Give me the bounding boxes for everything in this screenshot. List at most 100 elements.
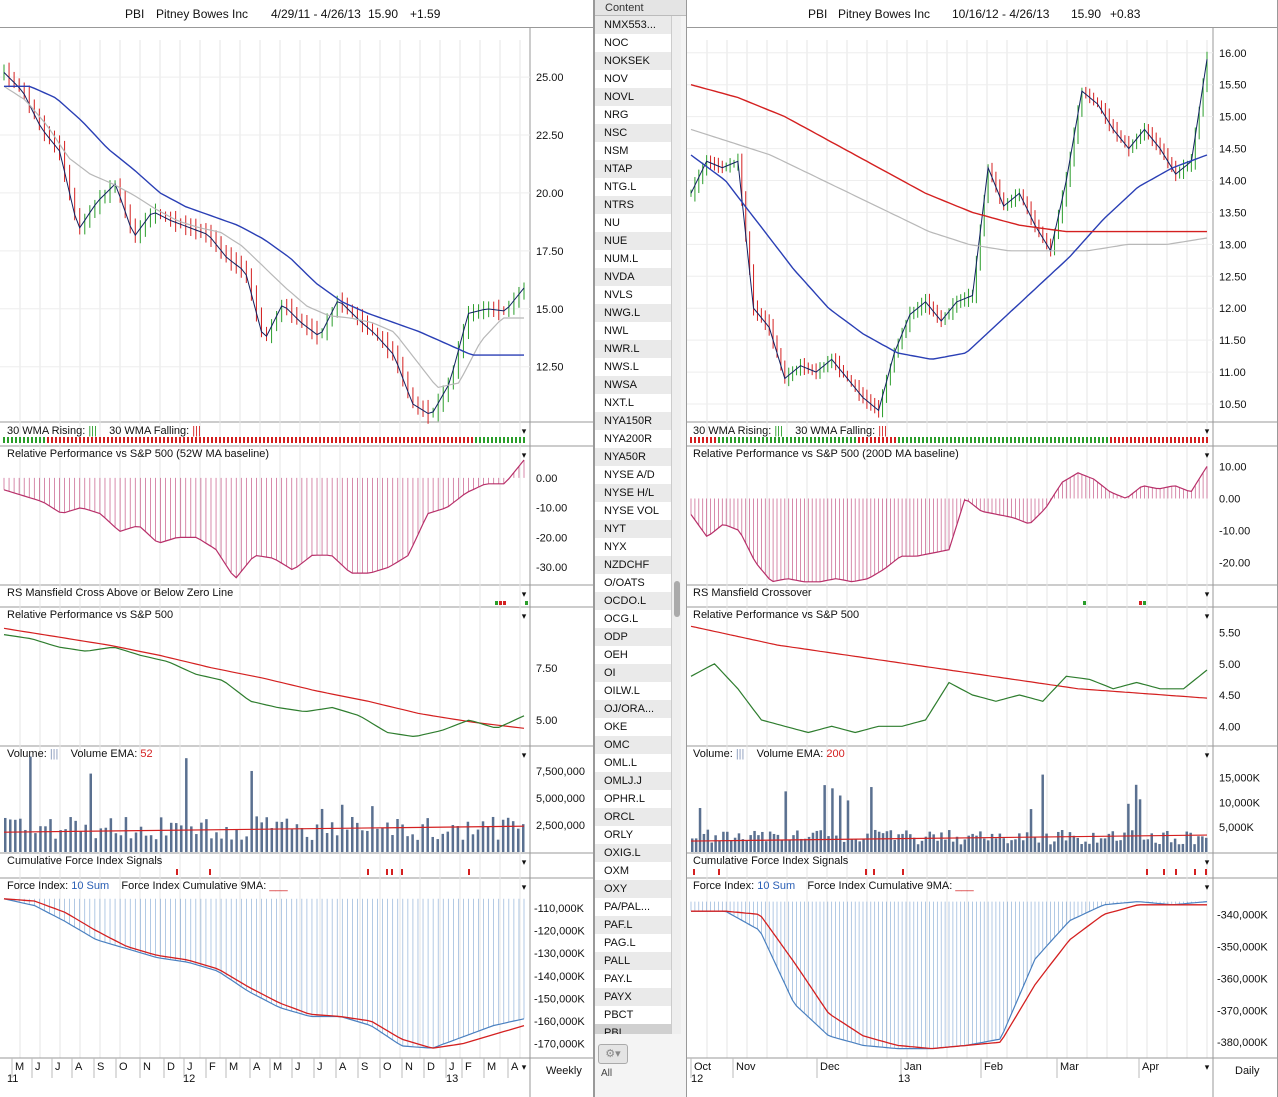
content-list-scrollbar[interactable]: [671, 16, 681, 1034]
content-list-item[interactable]: PAY.L: [595, 970, 671, 988]
content-list-item[interactable]: NYSE VOL: [595, 502, 671, 520]
content-list-item[interactable]: OJ/ORA...: [595, 700, 671, 718]
content-list-body[interactable]: NMX553... NOC NOKSEK NOV NOVL NRG NSC NSM NTAP NT…: [595, 16, 671, 1034]
volume-bar: [501, 819, 505, 852]
left-chart-canvas[interactable]: ▾ ▾ ▾ ▾ ▾ ▾ ▾ ▾ 25.00 22.50 20.00 17.50 15.00 12.50 0.…: [0, 28, 594, 1097]
content-list-item[interactable]: NUM.L: [595, 250, 671, 268]
content-list-item[interactable]: NYA200R: [595, 430, 671, 448]
fi-tick-label: -140,000K: [534, 971, 585, 983]
volume-bar: [1060, 830, 1064, 852]
content-list-item[interactable]: OCG.L: [595, 610, 671, 628]
volume-bar: [920, 840, 924, 852]
volume-bar: [64, 829, 67, 852]
volume-bar: [702, 833, 706, 852]
content-list-item[interactable]: PAG.L: [595, 934, 671, 952]
right-rel-label: Relative Performance vs S&P 500: [693, 609, 860, 621]
price-close-line: [690, 59, 1208, 412]
content-list-item[interactable]: NU: [595, 214, 671, 232]
volume-bar: [285, 818, 289, 852]
rp-tick-label: 10.00: [1219, 461, 1247, 473]
left-chart-pane[interactable]: PBI Pitney Bowes Inc 4/29/11 - 4/26/13 1…: [0, 0, 594, 1097]
content-list-header[interactable]: Content: [595, 0, 686, 16]
content-list-item[interactable]: NVLS: [595, 286, 671, 304]
gear-icon[interactable]: ⚙▾: [598, 1044, 628, 1064]
content-list-item[interactable]: PAYX: [595, 988, 671, 1006]
content-list-item[interactable]: NYSE A/D: [595, 466, 671, 484]
content-list-item[interactable]: NXT.L: [595, 394, 671, 412]
volume-bar: [1041, 774, 1044, 852]
content-list-item[interactable]: NOV: [595, 70, 671, 88]
content-list-item[interactable]: OMLJ.J: [595, 772, 671, 790]
volume-bar: [745, 840, 749, 852]
content-list-item[interactable]: NTRS: [595, 196, 671, 214]
content-list-item[interactable]: NOKSEK: [595, 52, 671, 70]
content-list-item[interactable]: NTAP: [595, 160, 671, 178]
content-list-item[interactable]: NOC: [595, 34, 671, 52]
content-list-item[interactable]: NSC: [595, 124, 671, 142]
content-list-item[interactable]: NWR.L: [595, 340, 671, 358]
content-list-item[interactable]: O/OATS: [595, 574, 671, 592]
content-list-item[interactable]: PAF.L: [595, 916, 671, 934]
content-list-item[interactable]: OILW.L: [595, 682, 671, 700]
scroll-thumb[interactable]: [674, 581, 680, 617]
content-list-panel[interactable]: Content NMX553... NOC NOKSEK NOV NOVL NRG NSC N…: [594, 0, 686, 1097]
content-list-item[interactable]: ORLY: [595, 826, 671, 844]
content-list-item[interactable]: OMC: [595, 736, 671, 754]
content-list-item[interactable]: NYSE H/L: [595, 484, 671, 502]
content-list-item[interactable]: ORCL: [595, 808, 671, 826]
content-list-item[interactable]: OML.L: [595, 754, 671, 772]
price-tick-label: 15.00: [1219, 112, 1247, 124]
content-list-item[interactable]: NYA150R: [595, 412, 671, 430]
content-list-item[interactable]: NOVL: [595, 88, 671, 106]
rp-tick-label: -10.00: [536, 503, 567, 515]
year-label: 12: [183, 1073, 195, 1085]
volume-bar: [230, 839, 233, 852]
content-list-item[interactable]: NRG: [595, 106, 671, 124]
volume-bar: [998, 833, 1002, 852]
content-list-item[interactable]: OKE: [595, 718, 671, 736]
content-list-item[interactable]: OXY: [595, 880, 671, 898]
content-list-item[interactable]: PBCT: [595, 1006, 671, 1024]
content-list-item[interactable]: OI: [595, 664, 671, 682]
content-list-item[interactable]: NYX: [595, 538, 671, 556]
content-list-item[interactable]: NYA50R: [595, 448, 671, 466]
right-chart-canvas[interactable]: ▾ ▾ ▾ ▾ ▾ ▾ ▾ ▾ 16.00 15.50 15.00 14.50 14.00 13.50 13…: [687, 28, 1278, 1097]
content-list-item[interactable]: PBI: [595, 1024, 671, 1034]
content-list-item[interactable]: OXM: [595, 862, 671, 880]
content-list-item[interactable]: NZDCHF: [595, 556, 671, 574]
volume-bar: [205, 819, 208, 852]
content-list-item[interactable]: NYT: [595, 520, 671, 538]
volume-bar: [516, 828, 520, 852]
volume-bar: [1025, 832, 1029, 852]
content-list-item[interactable]: OPHR.L: [595, 790, 671, 808]
content-list-item[interactable]: NSM: [595, 142, 671, 160]
content-list-item[interactable]: NWG.L: [595, 304, 671, 322]
content-list-item[interactable]: OEH: [595, 646, 671, 664]
all-label[interactable]: All: [601, 1068, 613, 1079]
price-tick-label: 12.50: [1219, 271, 1247, 283]
content-list-item[interactable]: NWS.L: [595, 358, 671, 376]
rp-tick-label: 0.00: [1219, 493, 1240, 505]
content-list-item[interactable]: PA/PAL...: [595, 898, 671, 916]
content-list-item[interactable]: ODP: [595, 628, 671, 646]
vol-tick-label: 7,500,000: [536, 766, 585, 778]
content-list-item[interactable]: NWL: [595, 322, 671, 340]
content-list-item[interactable]: NMX553...: [595, 16, 671, 34]
right-period-label[interactable]: Daily: [1235, 1065, 1260, 1077]
content-list-item[interactable]: OCDO.L: [595, 592, 671, 610]
content-list-item[interactable]: NTG.L: [595, 178, 671, 196]
content-list-item[interactable]: NUE: [595, 232, 671, 250]
content-list-item[interactable]: PALL: [595, 952, 671, 970]
month-label: J: [295, 1061, 301, 1073]
right-chart-pane[interactable]: PBI Pitney Bowes Inc 10/16/12 - 4/26/13 …: [686, 0, 1278, 1097]
volume-bar: [955, 836, 959, 852]
content-list-item[interactable]: NWSA: [595, 376, 671, 394]
month-label: M: [15, 1061, 24, 1073]
content-list-item[interactable]: NVDA: [595, 268, 671, 286]
volume-bar: [14, 819, 17, 852]
vol-tick-label: 15,000K: [1219, 772, 1261, 784]
content-list-item[interactable]: OXIG.L: [595, 844, 671, 862]
left-period-label[interactable]: Weekly: [546, 1065, 582, 1077]
volume-bar: [74, 820, 77, 852]
volume-bar: [345, 829, 349, 852]
